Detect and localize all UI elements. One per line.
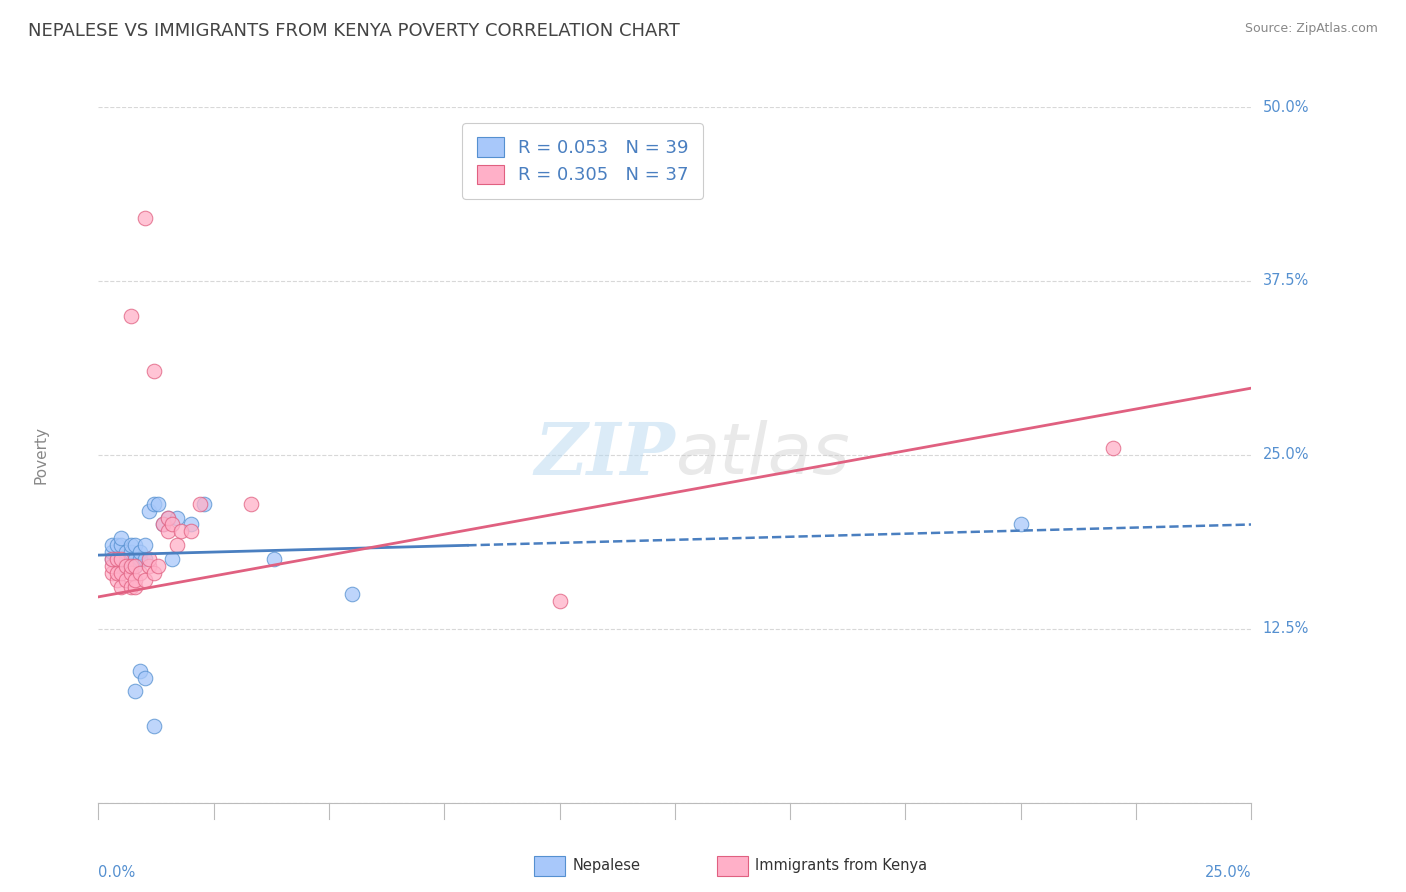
Point bbox=[138, 552, 160, 566]
Point bbox=[120, 559, 142, 574]
Point bbox=[156, 510, 179, 524]
Text: 12.5%: 12.5% bbox=[1263, 622, 1309, 636]
Point bbox=[160, 552, 183, 566]
Point bbox=[152, 517, 174, 532]
Point bbox=[142, 497, 165, 511]
Point bbox=[124, 559, 146, 574]
Point bbox=[101, 545, 124, 559]
Point bbox=[120, 566, 142, 581]
Point bbox=[115, 545, 138, 559]
Point bbox=[129, 545, 152, 559]
Point bbox=[134, 573, 156, 587]
Point bbox=[152, 517, 174, 532]
Point bbox=[110, 559, 132, 574]
Point bbox=[115, 552, 138, 566]
Point bbox=[115, 559, 138, 574]
Point bbox=[156, 524, 179, 539]
Point bbox=[101, 538, 124, 552]
Text: Source: ZipAtlas.com: Source: ZipAtlas.com bbox=[1244, 22, 1378, 36]
Point bbox=[188, 497, 211, 511]
Point bbox=[142, 566, 165, 581]
Point bbox=[124, 559, 146, 574]
Point bbox=[548, 594, 571, 608]
Legend: R = 0.053   N = 39, R = 0.305   N = 37: R = 0.053 N = 39, R = 0.305 N = 37 bbox=[463, 123, 703, 199]
Point bbox=[101, 552, 124, 566]
Point bbox=[180, 517, 202, 532]
Point bbox=[193, 497, 215, 511]
Point bbox=[134, 552, 156, 566]
Point bbox=[120, 538, 142, 552]
Point bbox=[120, 559, 142, 574]
Text: 0.0%: 0.0% bbox=[98, 865, 135, 880]
Point bbox=[110, 552, 132, 566]
Point bbox=[101, 552, 124, 566]
Text: Poverty: Poverty bbox=[34, 425, 48, 484]
Text: Nepalese: Nepalese bbox=[572, 858, 640, 872]
Text: ZIP: ZIP bbox=[534, 419, 675, 491]
Point bbox=[120, 545, 142, 559]
Text: 50.0%: 50.0% bbox=[1263, 100, 1309, 114]
Point bbox=[110, 552, 132, 566]
Point bbox=[129, 566, 152, 581]
Point bbox=[180, 524, 202, 539]
Point bbox=[105, 566, 128, 581]
Point bbox=[105, 552, 128, 566]
Point bbox=[170, 524, 193, 539]
Point bbox=[110, 538, 132, 552]
Point bbox=[120, 580, 142, 594]
Point bbox=[1010, 517, 1032, 532]
Point bbox=[120, 552, 142, 566]
Point bbox=[129, 664, 152, 678]
Point bbox=[156, 510, 179, 524]
Point bbox=[101, 566, 124, 581]
Point bbox=[1102, 441, 1125, 455]
Point bbox=[142, 719, 165, 733]
Point bbox=[340, 587, 363, 601]
Text: atlas: atlas bbox=[675, 420, 849, 490]
Text: Immigrants from Kenya: Immigrants from Kenya bbox=[755, 858, 927, 872]
Point bbox=[138, 559, 160, 574]
Point bbox=[138, 503, 160, 517]
Point bbox=[134, 538, 156, 552]
Point bbox=[160, 517, 183, 532]
Point bbox=[124, 552, 146, 566]
Point bbox=[115, 559, 138, 574]
Text: NEPALESE VS IMMIGRANTS FROM KENYA POVERTY CORRELATION CHART: NEPALESE VS IMMIGRANTS FROM KENYA POVERT… bbox=[28, 22, 681, 40]
Text: 25.0%: 25.0% bbox=[1205, 865, 1251, 880]
Point bbox=[110, 566, 132, 581]
Point bbox=[129, 552, 152, 566]
Point bbox=[105, 538, 128, 552]
Point bbox=[115, 573, 138, 587]
Point bbox=[120, 309, 142, 323]
Text: 25.0%: 25.0% bbox=[1263, 448, 1309, 462]
Point bbox=[134, 211, 156, 226]
Text: 37.5%: 37.5% bbox=[1263, 274, 1309, 288]
Point bbox=[148, 559, 170, 574]
Point bbox=[124, 580, 146, 594]
Point bbox=[166, 538, 188, 552]
Point bbox=[124, 538, 146, 552]
Point bbox=[148, 497, 170, 511]
Point bbox=[124, 573, 146, 587]
Point bbox=[105, 552, 128, 566]
Point bbox=[239, 497, 262, 511]
Point bbox=[166, 510, 188, 524]
Point bbox=[124, 684, 146, 698]
Point bbox=[134, 671, 156, 685]
Point bbox=[110, 532, 132, 546]
Point bbox=[105, 573, 128, 587]
Point bbox=[101, 559, 124, 574]
Point bbox=[263, 552, 285, 566]
Point bbox=[142, 364, 165, 378]
Point bbox=[110, 580, 132, 594]
